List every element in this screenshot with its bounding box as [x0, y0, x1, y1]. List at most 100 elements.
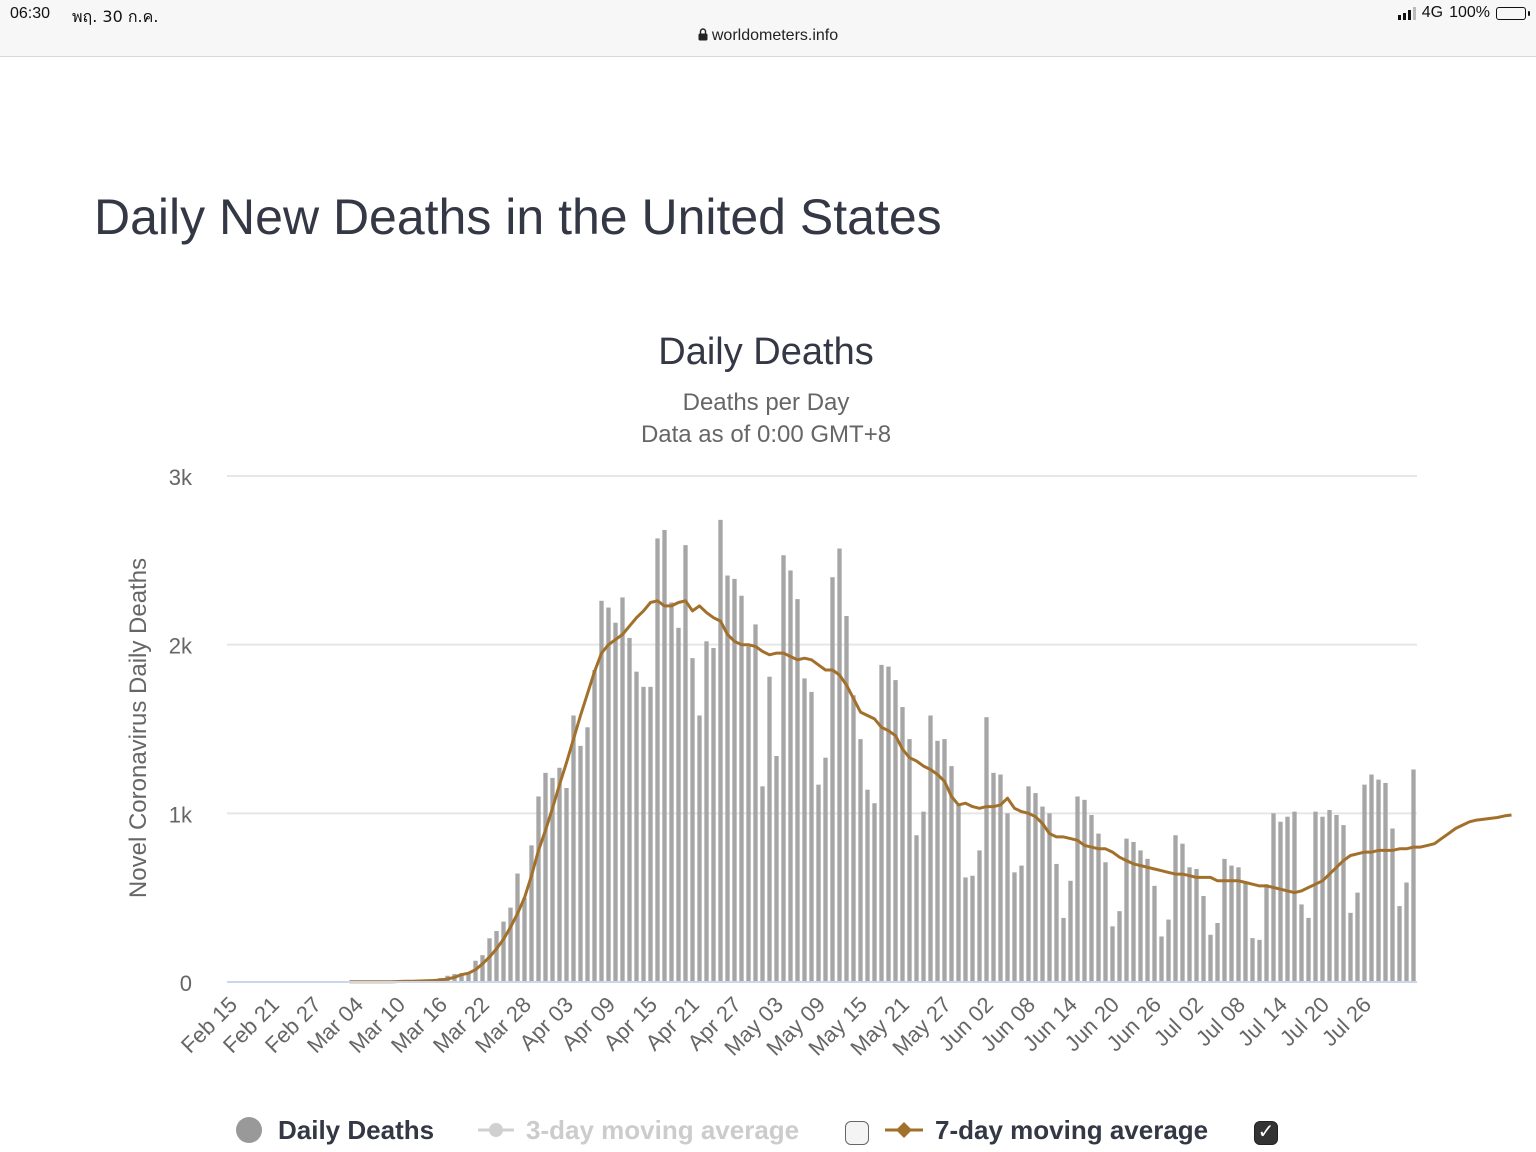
- y-tick-label: 1k: [169, 802, 193, 827]
- legend-label-daily: Daily Deaths: [278, 1114, 435, 1145]
- daily-deaths-bar: [641, 686, 646, 982]
- daily-deaths-bar: [571, 715, 576, 982]
- legend-item-avg3[interactable]: 3-day moving average: [478, 1110, 799, 1150]
- daily-deaths-bar: [585, 727, 590, 982]
- daily-deaths-bar: [1138, 850, 1143, 982]
- daily-deaths-bar: [921, 811, 926, 982]
- chart-subtitle-date: Data as of 0:00 GMT+8: [641, 421, 891, 448]
- legend-item-daily[interactable]: Daily Deaths: [236, 1110, 434, 1150]
- daily-deaths-bar: [1243, 882, 1248, 982]
- url-text: worldometers.info: [711, 27, 839, 44]
- daily-deaths-bar: [753, 624, 758, 982]
- daily-deaths-bar: [1054, 863, 1059, 982]
- daily-deaths-bar: [487, 938, 492, 982]
- daily-deaths-bar: [760, 786, 765, 982]
- daily-deaths-bar: [1369, 774, 1374, 982]
- daily-deaths-bar: [543, 772, 548, 982]
- daily-deaths-bar: [1334, 815, 1339, 982]
- grid-lines: [227, 475, 1417, 815]
- daily-deaths-bar: [1096, 833, 1101, 982]
- daily-deaths-bar: [984, 717, 989, 982]
- daily-deaths-bar: [1271, 813, 1276, 982]
- daily-deaths-bar: [928, 715, 933, 982]
- daily-deaths-bar: [1033, 793, 1038, 982]
- daily-deaths-bar: [1061, 917, 1066, 982]
- daily-deaths-bar: [1145, 858, 1150, 982]
- avg7-checkbox[interactable]: ✓: [1254, 1121, 1278, 1145]
- daily-deaths-bar: [914, 835, 919, 982]
- daily-deaths-bar: [557, 767, 562, 982]
- daily-deaths-bar: [1306, 917, 1311, 982]
- daily-deaths-bar: [823, 757, 828, 982]
- daily-deaths-bar: [949, 766, 954, 982]
- daily-deaths-bar: [1012, 872, 1017, 982]
- daily-deaths-bar: [802, 678, 807, 982]
- daily-deaths-bar: [830, 577, 835, 982]
- legend-item-avg7[interactable]: 7-day moving average: [885, 1110, 1208, 1150]
- daily-deaths-bar: [704, 641, 709, 982]
- legend-label-avg7: 7-day moving average: [935, 1114, 1209, 1145]
- status-time: 06:30: [10, 5, 51, 22]
- daily-deaths-bar: [1201, 895, 1206, 982]
- status-date: พฤ. 30 ก.ค.: [72, 7, 159, 26]
- daily-deaths-bar: [564, 788, 569, 982]
- daily-deaths-bar: [1040, 806, 1045, 982]
- y-tick-label: 2k: [169, 634, 193, 659]
- daily-deaths-bar: [774, 755, 779, 982]
- chart-subtitle: Deaths per Day: [683, 389, 850, 416]
- page-title: Daily New Deaths in the United States: [94, 189, 942, 245]
- daily-deaths-bar: [711, 648, 716, 982]
- daily-deaths-bar: [1208, 934, 1213, 982]
- daily-deaths-bar: [746, 646, 751, 982]
- daily-deaths-bar: [1327, 809, 1332, 982]
- daily-deaths-bar: [620, 597, 625, 982]
- daily-deaths-bar: [795, 599, 800, 982]
- daily-deaths-bar: [599, 600, 604, 982]
- moving-average-line: [349, 599, 1512, 984]
- daily-deaths-bar: [893, 680, 898, 982]
- y-axis-label: Novel Coronavirus Daily Deaths: [125, 558, 152, 898]
- daily-deaths-bar: [1313, 811, 1318, 982]
- daily-deaths-bar: [1250, 938, 1255, 982]
- daily-deaths-bar: [606, 607, 611, 982]
- diamond-marker-icon: [885, 1122, 923, 1138]
- daily-deaths-bar: [1194, 868, 1199, 982]
- daily-deaths-bar: [900, 707, 905, 982]
- daily-deaths-bar: [1187, 867, 1192, 982]
- daily-deaths-bar: [1215, 922, 1220, 982]
- daily-deaths-bar: [536, 796, 541, 982]
- avg3-checkbox[interactable]: [845, 1121, 869, 1145]
- daily-deaths-bar: [1376, 779, 1381, 982]
- daily-deaths-bar: [851, 695, 856, 982]
- daily-deaths-bar: [480, 955, 485, 982]
- chart-title: Daily Deaths: [658, 331, 873, 373]
- daily-deaths-bar: [578, 745, 583, 982]
- y-tick-label: 0: [180, 971, 192, 996]
- daily-deaths-bar: [1257, 939, 1262, 982]
- daily-deaths-bar: [935, 740, 940, 982]
- daily-deaths-bar: [1348, 912, 1353, 982]
- daily-deaths-bar: [676, 627, 681, 982]
- daily-deaths-bar: [1082, 799, 1087, 982]
- daily-deaths-bar: [613, 622, 618, 982]
- daily-deaths-bar: [1362, 784, 1367, 982]
- battery-icon: [1496, 6, 1530, 20]
- y-axis-ticks: 0 1k 2k 3k: [169, 465, 193, 996]
- status-bar: 06:30 พฤ. 30 ก.ค. worldometers.info 4G 1…: [0, 0, 1536, 57]
- battery-label: 100%: [1449, 4, 1490, 21]
- daily-deaths-bar: [865, 789, 870, 982]
- address-bar[interactable]: worldometers.info: [0, 27, 1536, 45]
- daily-deaths-bar: [466, 972, 471, 982]
- daily-deaths-bar: [1299, 904, 1304, 982]
- daily-deaths-bar: [1026, 786, 1031, 982]
- daily-deaths-bar: [1355, 892, 1360, 982]
- daily-deaths-bar: [697, 715, 702, 982]
- daily-deaths-bar: [725, 575, 730, 982]
- daily-deaths-bar: [837, 548, 842, 982]
- daily-deaths-bar: [977, 850, 982, 982]
- daily-deaths-bar: [1159, 936, 1164, 982]
- daily-deaths-bar: [683, 545, 688, 982]
- lock-icon: [698, 28, 708, 41]
- daily-deaths-bar: [501, 921, 506, 982]
